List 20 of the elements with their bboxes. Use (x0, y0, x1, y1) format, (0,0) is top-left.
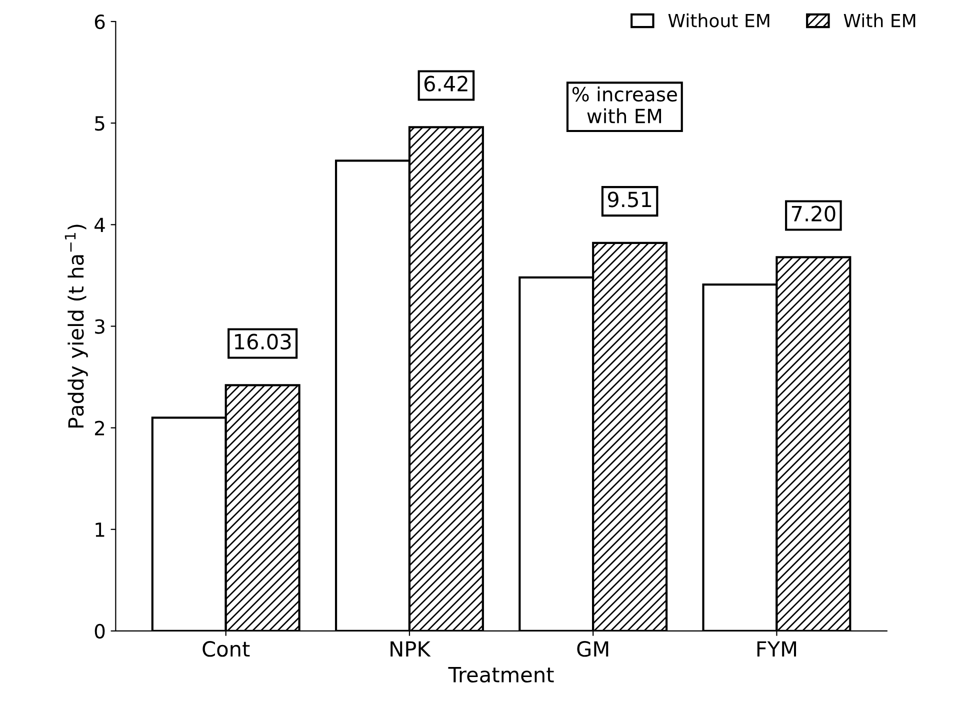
annotation: 7.20 (792, 206, 836, 222)
y-tick-label: 6 (94, 14, 105, 30)
annotation: % increase with EM (572, 86, 677, 124)
legend-label: Without EM (668, 13, 770, 28)
y-tick-label: 2 (95, 420, 104, 436)
annotation: 6.42 (424, 76, 468, 92)
x-tick-label: GM (577, 641, 608, 657)
x-axis-title: Treatment (448, 667, 554, 683)
y-tick-label: 1 (96, 522, 104, 537)
legend-label: With EM (844, 13, 916, 28)
annotation: 16.03 (235, 334, 291, 350)
y-axis-title: Paddy yield (t ha$^{−1}$) (64, 224, 88, 428)
annotation: 9.51 (608, 192, 652, 208)
x-tick-label: Cont (202, 641, 250, 657)
y-tick-label: 5 (95, 116, 104, 131)
y-tick-label: 3 (95, 319, 104, 334)
x-tick-label: NPK (390, 641, 431, 657)
y-tick-label: 0 (94, 624, 105, 639)
x-tick-label: FYM (757, 641, 796, 657)
y-tick-label: 4 (94, 218, 105, 232)
